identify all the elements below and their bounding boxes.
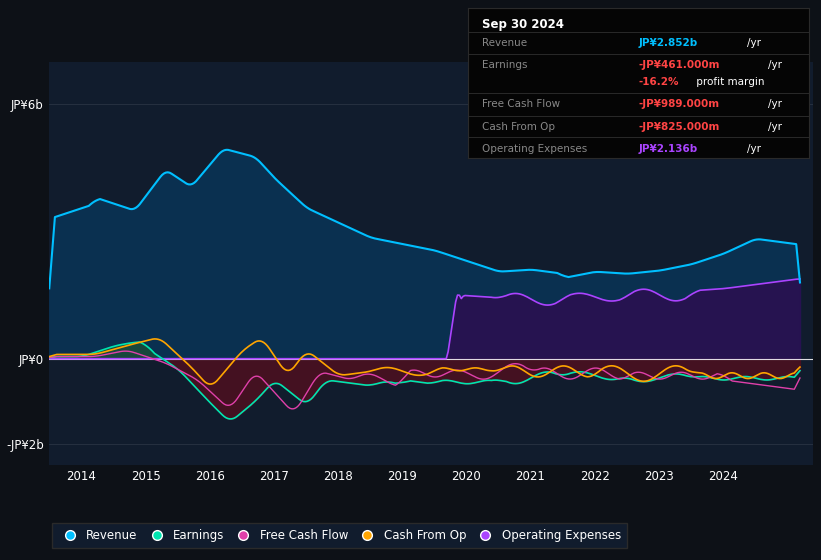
- Text: profit margin: profit margin: [693, 77, 764, 87]
- Text: /yr: /yr: [768, 122, 782, 132]
- Text: Sep 30 2024: Sep 30 2024: [482, 18, 563, 31]
- Text: JP¥2.136b: JP¥2.136b: [639, 144, 698, 155]
- Text: Cash From Op: Cash From Op: [482, 122, 555, 132]
- Text: -JP¥461.000m: -JP¥461.000m: [639, 60, 720, 71]
- Text: Earnings: Earnings: [482, 60, 527, 71]
- Text: Operating Expenses: Operating Expenses: [482, 144, 587, 155]
- Text: /yr: /yr: [768, 99, 782, 109]
- Text: /yr: /yr: [768, 60, 782, 71]
- Text: -JP¥825.000m: -JP¥825.000m: [639, 122, 720, 132]
- Text: -16.2%: -16.2%: [639, 77, 679, 87]
- Text: Free Cash Flow: Free Cash Flow: [482, 99, 560, 109]
- Text: /yr: /yr: [747, 38, 761, 48]
- Text: JP¥2.852b: JP¥2.852b: [639, 38, 698, 48]
- Text: Revenue: Revenue: [482, 38, 527, 48]
- Text: -JP¥989.000m: -JP¥989.000m: [639, 99, 719, 109]
- Text: /yr: /yr: [747, 144, 761, 155]
- Legend: Revenue, Earnings, Free Cash Flow, Cash From Op, Operating Expenses: Revenue, Earnings, Free Cash Flow, Cash …: [52, 523, 626, 548]
